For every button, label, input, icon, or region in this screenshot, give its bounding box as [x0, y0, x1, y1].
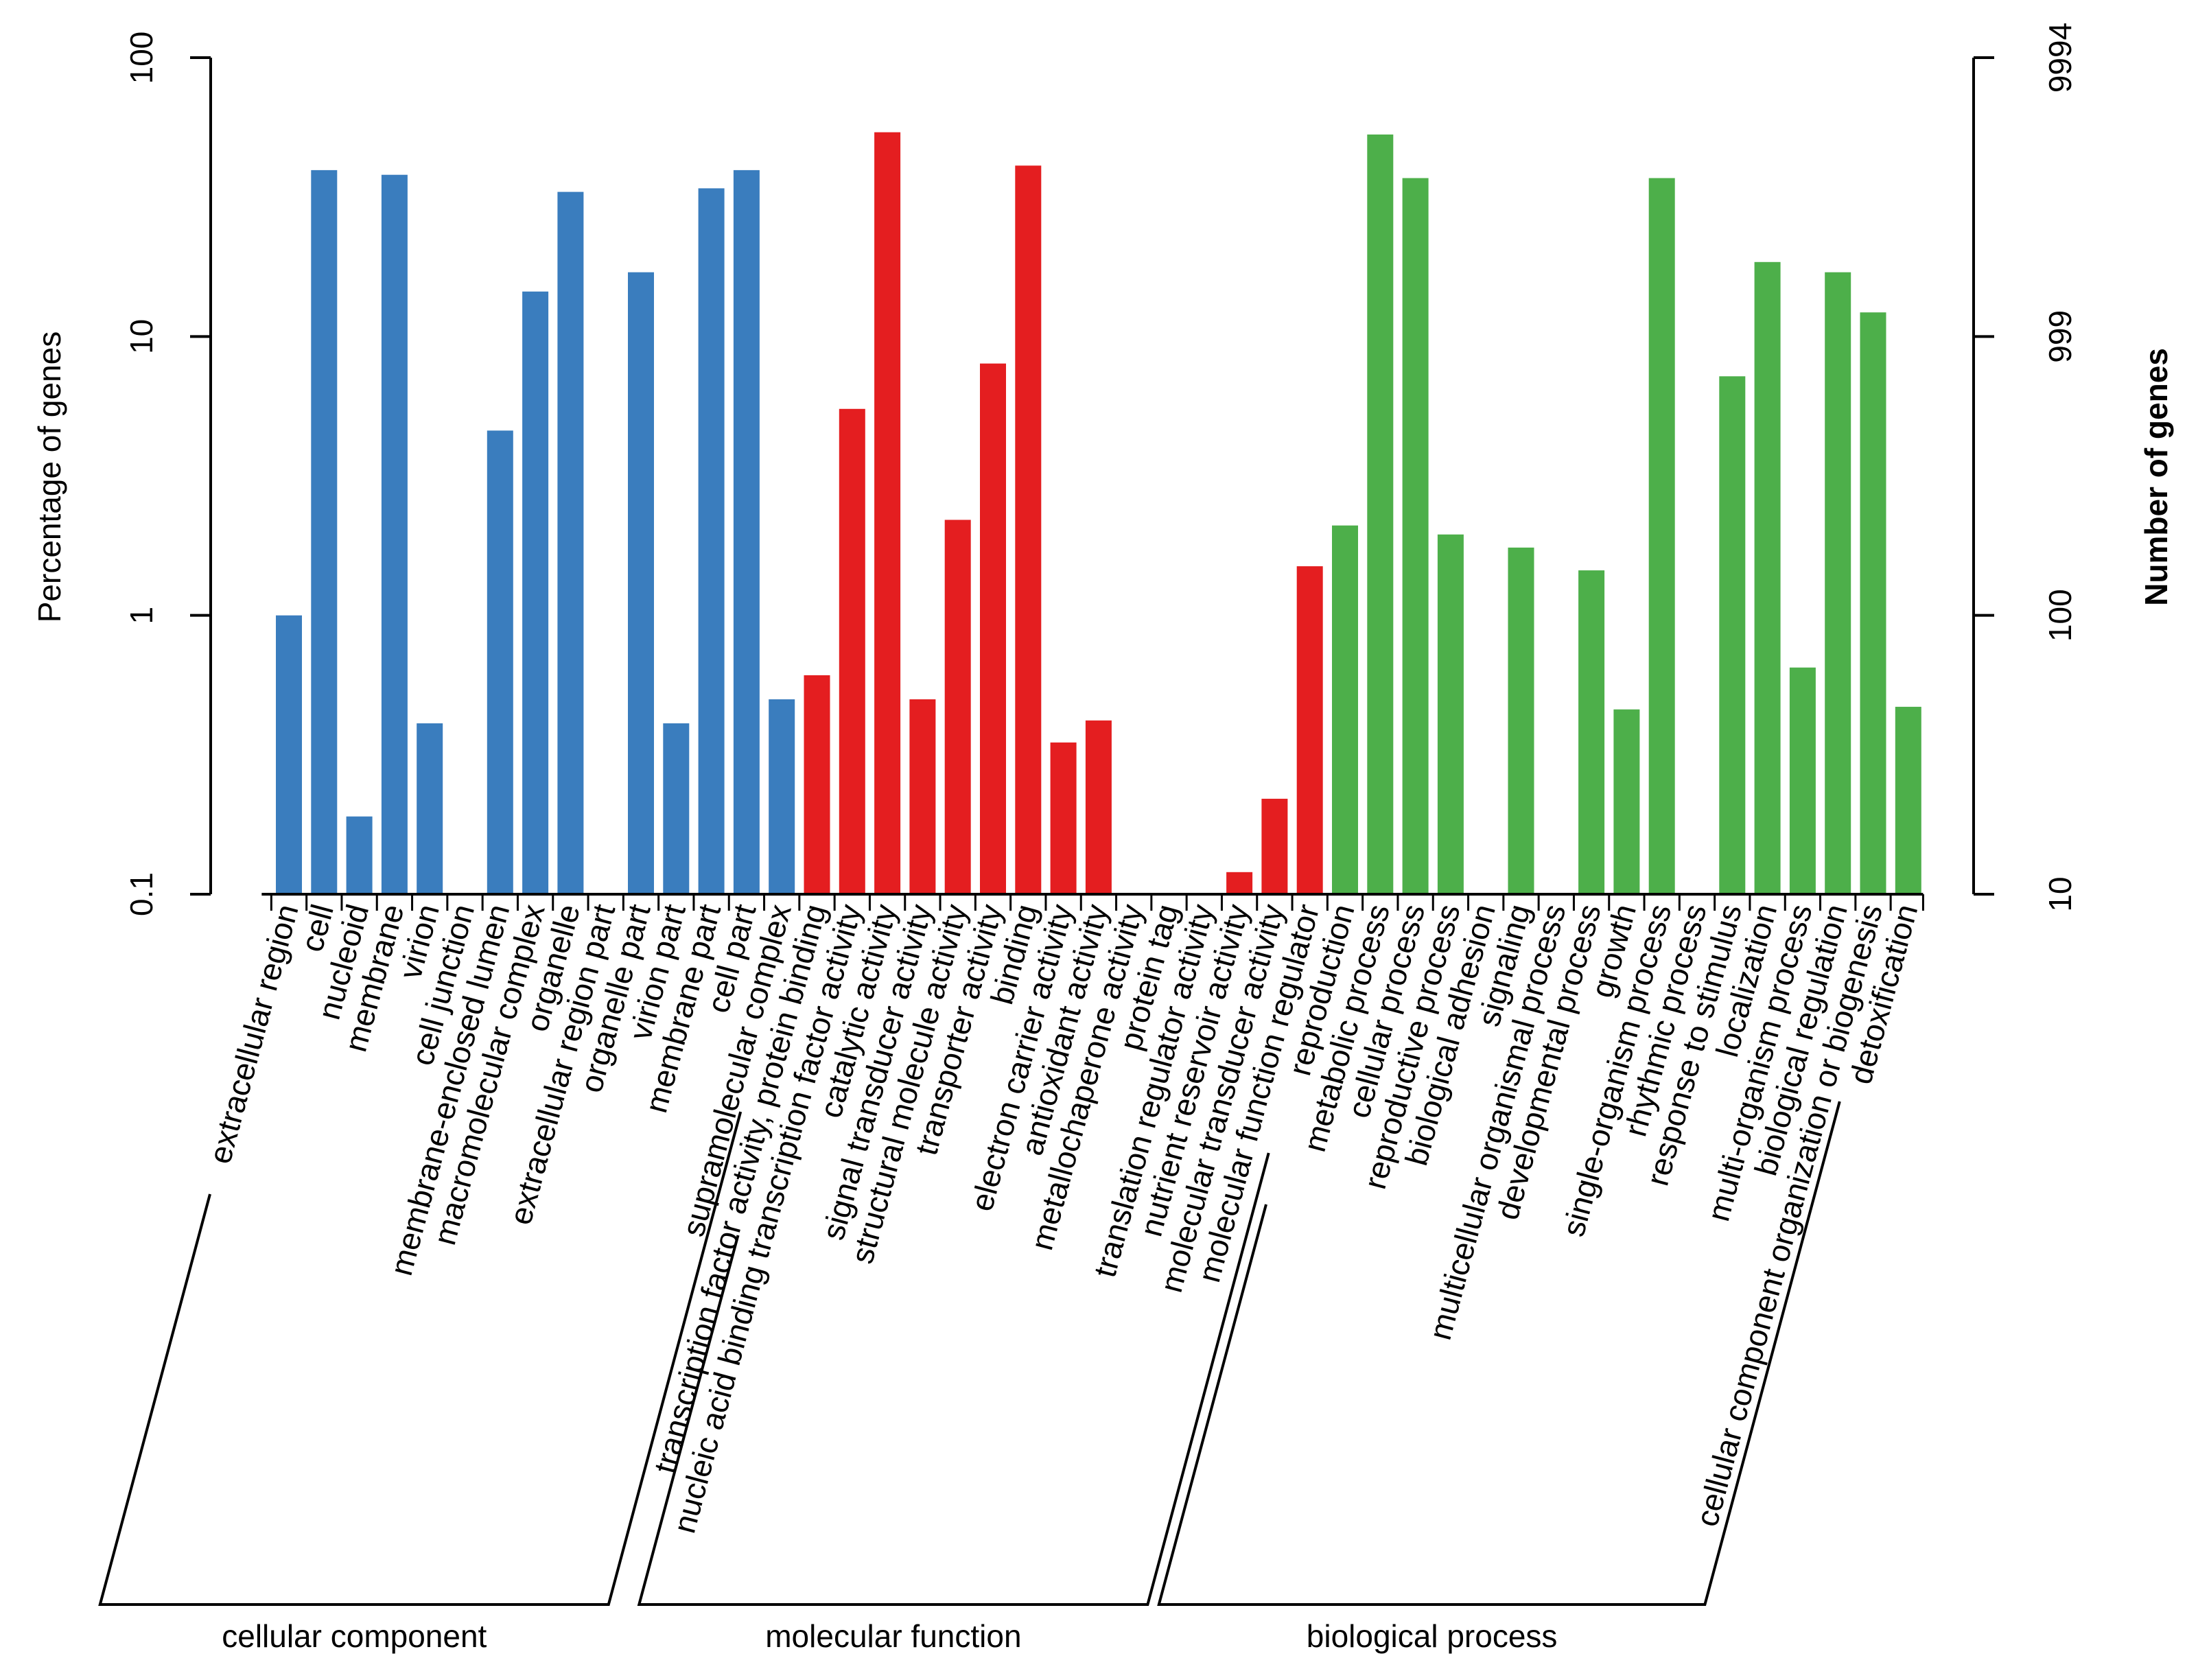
bar	[276, 615, 302, 894]
group-label: molecular function	[765, 1618, 1021, 1654]
bar	[804, 675, 830, 894]
y-tick-label: 10	[124, 319, 159, 354]
x-tick-label: extracellular region	[202, 900, 305, 1167]
bar	[980, 363, 1006, 894]
bar	[1261, 798, 1288, 894]
group-bracket	[98, 1111, 743, 1606]
group-label: cellular component	[222, 1618, 487, 1654]
bar	[1719, 376, 1746, 894]
bar	[381, 174, 408, 895]
group-bracket	[1157, 1101, 1841, 1606]
bar	[1050, 742, 1077, 894]
group-label: biological process	[1307, 1618, 1558, 1654]
bar	[874, 132, 901, 895]
bar	[311, 170, 338, 894]
bar	[1789, 667, 1816, 894]
bar	[1437, 534, 1464, 894]
bar	[1015, 165, 1042, 894]
bar	[1508, 547, 1534, 894]
bar	[1578, 570, 1605, 894]
bar	[1226, 872, 1253, 894]
bar	[1754, 261, 1781, 894]
bar	[1402, 178, 1429, 894]
bar	[839, 408, 865, 894]
bar	[1296, 566, 1323, 894]
bar	[1825, 272, 1851, 894]
y-axis-title: Percentage of genes	[32, 331, 67, 623]
bar	[417, 723, 443, 894]
y2-tick-label: 9994	[2042, 23, 2078, 93]
y2-tick-label: 10	[2042, 876, 2078, 911]
bar	[1860, 312, 1886, 894]
category-labels-layer: extracellular regioncellnucleoidmembrane…	[202, 900, 1925, 1537]
y-tick-label: 0.1	[124, 872, 159, 916]
bar	[733, 170, 760, 894]
bar	[1648, 178, 1675, 894]
group-brackets-layer: cellular component molecular function biol…	[98, 1101, 1841, 1654]
axes-layer: 0.1 1 10 100 10 100 999 9994	[124, 23, 2078, 916]
bar	[944, 520, 971, 894]
bars-layer	[276, 132, 1921, 895]
bar	[522, 291, 549, 894]
y2-tick-label: 999	[2042, 310, 2078, 363]
bar	[769, 699, 795, 894]
bar	[346, 816, 373, 894]
group-bracket	[637, 1152, 1270, 1606]
bar	[663, 723, 690, 894]
bar	[1613, 709, 1640, 894]
y2-tick-label: 100	[2042, 589, 2078, 642]
y-tick-label: 100	[124, 32, 159, 84]
bar	[1367, 135, 1394, 894]
bar	[557, 191, 584, 895]
bar	[628, 272, 654, 894]
bar	[487, 430, 513, 894]
y-tick-label: 1	[124, 607, 159, 625]
bar	[1895, 706, 1921, 894]
bar	[909, 699, 936, 894]
bar	[1332, 525, 1358, 894]
secondary-y-axis-title: Number of genes	[2138, 348, 2174, 606]
bar	[1085, 720, 1112, 894]
bar	[698, 188, 725, 894]
